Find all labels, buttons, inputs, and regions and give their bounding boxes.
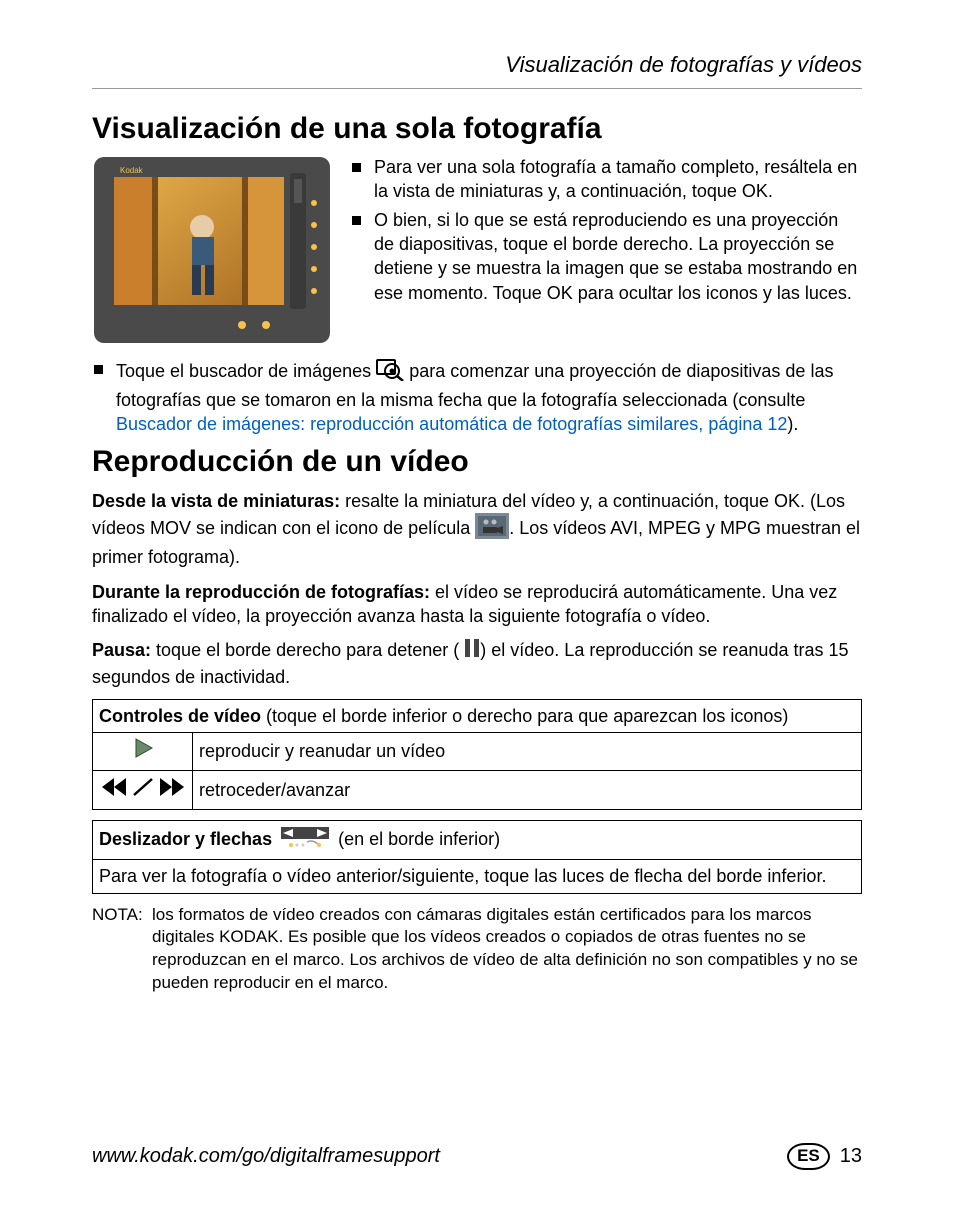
svg-text:Kodak: Kodak: [120, 166, 144, 175]
intro-bullet-2: O bien, si lo que se está reproduciendo …: [350, 208, 862, 305]
play-icon: [132, 737, 154, 759]
slider-header-bold: Deslizador y flechas: [99, 829, 277, 849]
ctrl-header-rest: (toque el borde inferior o derecho para …: [261, 706, 788, 726]
ctrl-header-bold: Controles de vídeo: [99, 706, 261, 726]
slider-body-cell: Para ver la fotografía o vídeo anterior/…: [93, 860, 862, 893]
ctrl-row2-text: retroceder/avanzar: [193, 770, 862, 809]
intro-bullet-1: Para ver una sola fotografía a tamaño co…: [350, 155, 862, 204]
bullet3-end: ).: [787, 414, 798, 434]
note-body: los formatos de vídeo creados con cámara…: [152, 904, 862, 996]
note-label: NOTA:: [92, 904, 152, 996]
slider-table: Deslizador y flechas (en el borde inferi…: [92, 820, 862, 894]
footer-page-block: ES 13: [787, 1143, 862, 1170]
film-icon: [475, 513, 509, 545]
heading-video-playback: Reproducción de un vídeo: [92, 442, 862, 483]
paragraph-thumbnails: Desde la vista de miniaturas: resalte la…: [92, 489, 862, 570]
rewind-forward-icon: [100, 775, 186, 799]
ctrl-header-cell: Controles de vídeo (toque el borde infer…: [93, 700, 862, 733]
slider-header-cell: Deslizador y flechas (en el borde inferi…: [93, 820, 862, 859]
header-rule: [92, 88, 862, 89]
photo-frame-illustration: Kodak: [92, 155, 332, 351]
paragraph-during: Durante la reproducción de fotografías: …: [92, 580, 862, 629]
pause-icon: [464, 638, 480, 664]
ctrl-row1-text: reproducir y reanudar un vídeo: [193, 733, 862, 770]
intro-bullet-list: Para ver una sola fotografía a tamaño co…: [350, 155, 862, 351]
frame-icon: Kodak: [92, 155, 332, 345]
running-header: Visualización de fotografías y vídeos: [92, 50, 862, 80]
slider-arrows-icon: [277, 825, 333, 855]
intro-bullet-3: Toque el buscador de imágenes para comen…: [92, 357, 862, 436]
play-icon-cell: [93, 733, 193, 770]
bullet3-pre: Toque el buscador de imágenes: [116, 361, 376, 381]
page-number: 13: [840, 1143, 862, 1170]
link-image-finder[interactable]: Buscador de imágenes: reproducción autom…: [116, 414, 787, 434]
page-footer: www.kodak.com/go/digitalframesupport ES …: [92, 1143, 862, 1170]
intro-row: Kodak Para ver una sola fotografía a tam…: [92, 155, 862, 351]
intro-bullet-list-cont: Toque el buscador de imágenes para comen…: [92, 357, 862, 436]
slider-header-rest: (en el borde inferior): [338, 829, 500, 849]
heading-single-photo: Visualización de una sola fotografía: [92, 109, 862, 150]
lang-badge: ES: [787, 1143, 830, 1170]
text-pause-pre: toque el borde derecho para detener (: [151, 640, 459, 660]
label-pause: Pausa:: [92, 640, 151, 660]
paragraph-pause: Pausa: toque el borde derecho para deten…: [92, 638, 862, 689]
label-thumbnails: Desde la vista de miniaturas:: [92, 491, 340, 511]
label-during: Durante la reproducción de fotografías:: [92, 582, 430, 602]
footer-url: www.kodak.com/go/digitalframesupport: [92, 1143, 440, 1170]
note-block: NOTA: los formatos de vídeo creados con …: [92, 904, 862, 996]
image-finder-icon: [376, 357, 404, 387]
video-controls-table: Controles de vídeo (toque el borde infer…: [92, 699, 862, 810]
rwff-icon-cell: [93, 770, 193, 809]
